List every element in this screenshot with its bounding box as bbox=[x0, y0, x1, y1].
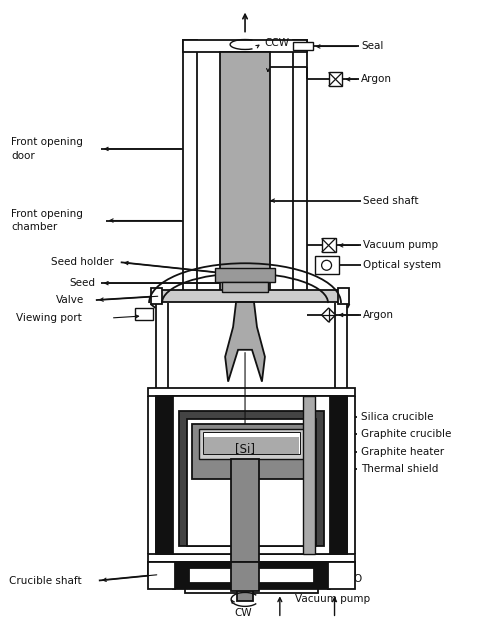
Text: [Si]: [Si] bbox=[234, 442, 255, 455]
Bar bbox=[185, 574, 317, 593]
Bar bbox=[215, 268, 275, 282]
Bar bbox=[222, 282, 268, 292]
Text: Vacuum pump: Vacuum pump bbox=[294, 594, 369, 604]
Text: Silica crucible: Silica crucible bbox=[361, 412, 433, 422]
Bar bbox=[173, 396, 329, 554]
Bar bbox=[134, 308, 152, 320]
Text: CW: CW bbox=[234, 608, 252, 618]
Bar bbox=[292, 39, 306, 293]
Bar bbox=[147, 554, 355, 562]
Bar bbox=[203, 432, 299, 454]
Bar bbox=[230, 562, 259, 591]
Bar bbox=[327, 562, 355, 589]
Bar bbox=[337, 288, 349, 304]
Text: Seed holder: Seed holder bbox=[51, 258, 114, 268]
Text: Graphite crucible: Graphite crucible bbox=[361, 429, 451, 439]
Text: Optical system: Optical system bbox=[363, 260, 440, 270]
Text: Ar + SiO + CO: Ar + SiO + CO bbox=[286, 574, 361, 584]
Polygon shape bbox=[224, 302, 265, 382]
Bar bbox=[292, 41, 312, 51]
Bar bbox=[236, 562, 253, 601]
Text: Seal: Seal bbox=[361, 41, 383, 51]
Text: Viewing port: Viewing port bbox=[16, 313, 82, 323]
Bar bbox=[204, 438, 298, 454]
Bar bbox=[189, 568, 313, 584]
Bar bbox=[203, 432, 299, 454]
Text: Graphite heater: Graphite heater bbox=[361, 448, 443, 458]
Bar bbox=[199, 429, 303, 459]
Bar bbox=[230, 459, 259, 562]
Bar bbox=[183, 39, 197, 293]
Text: Front opening
chamber: Front opening chamber bbox=[12, 209, 83, 232]
Bar bbox=[160, 290, 339, 302]
Text: Valve: Valve bbox=[56, 295, 84, 305]
Text: Seed: Seed bbox=[69, 278, 95, 288]
Text: Argon: Argon bbox=[361, 74, 392, 84]
Bar bbox=[147, 562, 175, 589]
Bar bbox=[147, 388, 355, 396]
Text: Crucible shaft: Crucible shaft bbox=[10, 576, 82, 586]
Bar bbox=[150, 288, 162, 304]
Bar bbox=[173, 562, 329, 589]
Circle shape bbox=[321, 260, 331, 270]
Bar bbox=[187, 419, 315, 546]
Bar bbox=[147, 562, 355, 574]
Text: Front opening
door: Front opening door bbox=[12, 138, 83, 161]
Text: Thermal shield: Thermal shield bbox=[361, 464, 438, 474]
Text: Seed shaft: Seed shaft bbox=[363, 196, 418, 206]
Bar bbox=[302, 396, 314, 554]
Bar bbox=[314, 256, 338, 274]
Bar bbox=[321, 238, 335, 252]
Polygon shape bbox=[321, 308, 335, 322]
Text: Argon: Argon bbox=[363, 310, 394, 320]
Bar bbox=[183, 39, 306, 52]
Bar bbox=[328, 72, 342, 86]
Bar bbox=[192, 424, 310, 479]
Text: CCW: CCW bbox=[264, 38, 289, 48]
Bar bbox=[155, 396, 347, 554]
Bar bbox=[220, 52, 270, 293]
Text: Vacuum pump: Vacuum pump bbox=[363, 241, 438, 251]
Bar bbox=[179, 411, 323, 546]
